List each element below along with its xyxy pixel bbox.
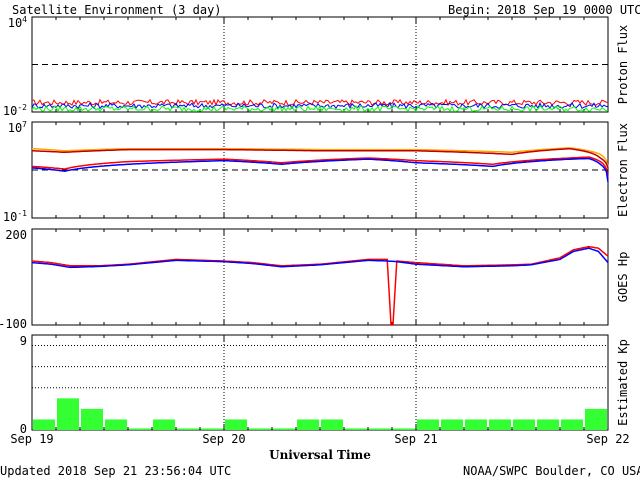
goes_hp-ylabel: GOES Hp: [616, 252, 630, 303]
kp-bar: [393, 428, 415, 430]
kp-bar: [369, 428, 391, 430]
proton-series-red: [31, 98, 609, 107]
proton-panel-frame: [31, 16, 609, 113]
proton-ytick-top: 104: [8, 15, 27, 30]
kp-bar: [201, 428, 223, 430]
kp-panel-frame: [31, 334, 609, 431]
electron-series-red: [31, 156, 609, 179]
goes_hp-series-red: [31, 245, 609, 326]
kp-bar: [81, 408, 103, 430]
electron-ytick-top: 107: [8, 120, 27, 135]
kp-bar: [441, 419, 463, 430]
x-tick-label: Sep 20: [202, 432, 245, 446]
goes_hp-panel-frame: [31, 228, 609, 326]
proton-ylabel: Proton Flux: [616, 25, 630, 104]
goes_hp-ytick-bottom: -100: [0, 317, 27, 331]
kp-bar: [177, 428, 199, 430]
proton-ytick-bottom: 10-2: [3, 103, 27, 118]
kp-bar: [513, 419, 535, 430]
credit-text: NOAA/SWPC Boulder, CO USA: [463, 464, 640, 478]
electron-ylabel: Electron Flux: [616, 123, 630, 217]
kp-bar: [561, 419, 583, 430]
kp-ytick-bottom: 0: [20, 422, 27, 436]
kp-bar: [585, 408, 607, 430]
begin-label: Begin:: [448, 3, 492, 17]
kp-ytick-top: 9: [20, 334, 27, 348]
kp-bar: [57, 398, 79, 430]
kp-bar: [465, 419, 487, 430]
x-axis-label: Universal Time: [269, 448, 371, 462]
kp-bar: [537, 419, 559, 430]
electron-ytick-bottom: 10-1: [3, 209, 27, 224]
x-tick-label: Sep 22: [586, 432, 629, 446]
goes_hp-series-blue: [31, 247, 609, 269]
electron-panel-frame: [31, 121, 609, 219]
kp-bar: [273, 428, 295, 430]
x-tick-label: Sep 21: [394, 432, 437, 446]
goes_hp-ytick-top: 200: [5, 228, 27, 242]
kp-ylabel: Estimated Kp: [616, 339, 630, 426]
kp-bar: [417, 419, 439, 430]
kp-bar: [249, 428, 271, 430]
electron-series-blue: [31, 157, 609, 183]
kp-bar: [105, 419, 127, 430]
electron-series-orange: [32, 147, 609, 167]
kp-bar: [33, 419, 55, 430]
kp-bar: [225, 419, 247, 430]
kp-bar: [489, 419, 511, 430]
kp-bar: [297, 419, 319, 430]
chart-title: Satellite Environment (3 day): [12, 3, 222, 17]
updated-timestamp: Updated 2018 Sep 21 23:56:04 UTC: [0, 464, 232, 478]
kp-bar: [345, 428, 367, 430]
x-tick-label: Sep 19: [10, 432, 53, 446]
electron-series-darkred: [32, 147, 609, 169]
begin-value: 2018 Sep 19 0000 UTC: [497, 3, 640, 17]
kp-bar: [321, 419, 343, 430]
kp-bar: [153, 419, 175, 430]
proton-series-green: [31, 104, 609, 113]
kp-bar: [129, 428, 151, 430]
